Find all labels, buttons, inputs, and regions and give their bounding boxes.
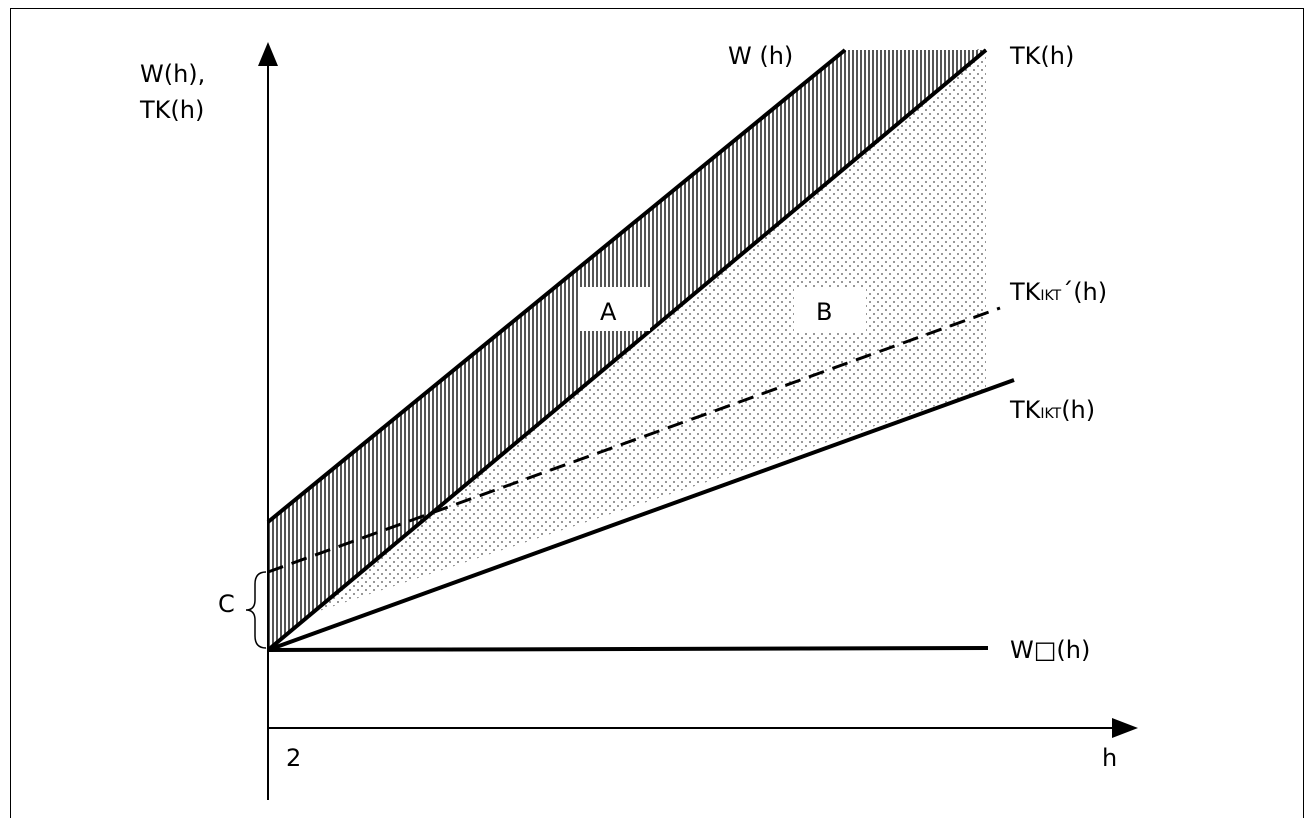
curve-tk-ikt: [267, 378, 1015, 652]
curve-tk: [266, 48, 988, 652]
brace-c: [245, 571, 267, 649]
curve-w: [266, 48, 847, 524]
region-a-label: A: [600, 298, 617, 326]
curve-tk-ikt-label-main: TK: [1009, 396, 1042, 424]
curve-tk-ikt-label-tail: (h): [1061, 396, 1095, 424]
curve-w-label: W (h): [728, 42, 793, 70]
region-c-label: C: [218, 590, 235, 618]
y-axis-arrow: [258, 42, 278, 66]
region-b-label-bg: [794, 287, 866, 331]
curve-tk-ikt-prime-label: TKIKT´(h): [1009, 278, 1107, 306]
curve-tk-ikt-prime-label-tail: ´(h): [1061, 278, 1107, 306]
curve-tk-ikt-prime-label-sub: IKT: [1040, 288, 1061, 304]
region-b-label: B: [816, 298, 832, 326]
curve-tk-ikt-prime: [267, 306, 1001, 574]
curve-tk-ikt-label-sub: IKT: [1040, 406, 1061, 422]
region-a-label-bg: [578, 287, 650, 331]
curve-w-box-label: W□(h): [1010, 636, 1090, 664]
x-axis-arrow: [1112, 718, 1138, 738]
curve-tk-ikt-label: TKIKT(h): [1009, 396, 1095, 424]
y-axis-label-line1: W(h),: [140, 60, 205, 88]
curve-tk-ikt-prime-label-main: TK: [1009, 278, 1042, 306]
y-axis-label-line2: TK(h): [139, 96, 204, 124]
origin-tick-label: 2: [286, 744, 301, 772]
x-axis-label: h: [1102, 744, 1117, 772]
curve-tk-label: TK(h): [1009, 42, 1074, 70]
figure-frame: [10, 8, 1304, 818]
curve-w-box: [267, 646, 989, 652]
